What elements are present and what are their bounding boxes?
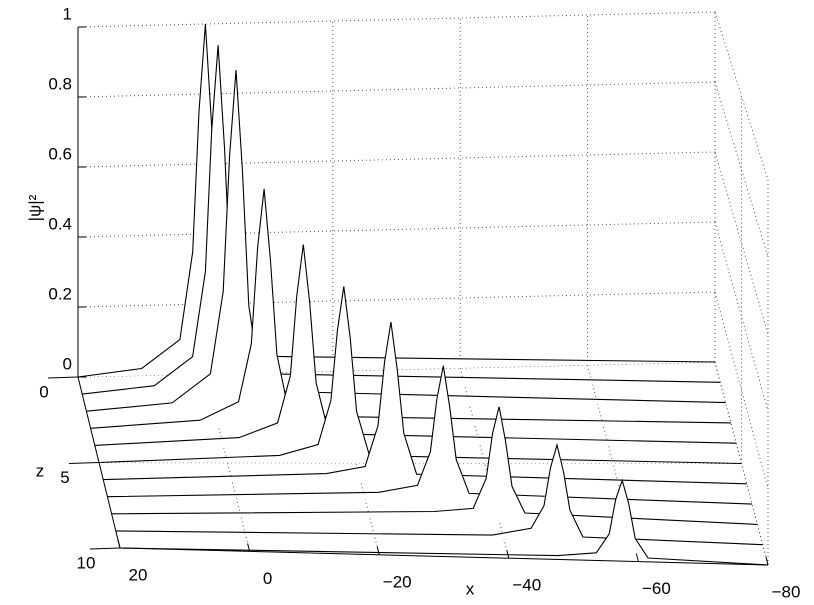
x-tick [117,539,121,549]
trace-fill [90,188,731,429]
trace-line [98,286,742,465]
y-tick-label: 0.4 [48,214,72,233]
trace-line [119,478,769,566]
grid-line [77,11,716,28]
z-tick-label: 5 [60,468,69,487]
x-tick [635,553,639,562]
grid-line [714,11,769,181]
trace-fill [78,24,715,377]
x-tick-label: 20 [129,565,148,584]
trace-line [111,406,758,525]
x-tick-label: 0 [263,569,272,588]
trace-fill [107,365,753,505]
z-tick [68,462,100,464]
grid-line [77,291,716,308]
x-tick-label: −60 [642,579,671,598]
traces [77,23,769,566]
x-tick-label: −80 [772,582,801,601]
z-axis-title: z [36,461,45,480]
grid-line [204,373,251,552]
trace-fill [86,70,726,412]
trace-line [94,244,737,446]
z-tick-label: 0 [39,382,48,401]
y-tick-label: 0.2 [48,284,72,303]
y-tick-label: 1 [63,4,72,23]
x-axis [119,547,769,566]
axes: 0 0.2 0.4 0.6 0.8 1 20 0 −20 −40 −60 −80 0 5 10 [39,4,800,601]
x-tick [506,550,510,559]
grid-line [77,81,716,98]
z-tick-label: 10 [77,553,96,572]
z-tick [47,376,79,379]
trace-line [77,23,716,378]
z-tick [89,547,121,550]
grid-line [77,151,716,168]
y-tick-label: 0.6 [48,144,72,163]
x-tick [376,546,380,555]
y-tick-label: 0.8 [48,74,72,93]
x-tick-label: −20 [383,572,412,591]
trace-fill [82,45,721,395]
x-tick [247,543,251,552]
trace-line [90,188,731,429]
grid-line [77,221,716,238]
x-tick-label: −40 [512,576,541,595]
grid-line [714,81,769,258]
x-axis-title: x [466,579,475,598]
trace-fill [120,480,768,565]
trace-line [115,442,763,546]
x-tick [765,556,769,566]
trace-line [107,365,753,505]
y-axis-title: |ψ|² [25,194,44,221]
trace-line [103,321,747,485]
y-tick-label: 0 [63,354,72,373]
grid-line [714,221,769,412]
